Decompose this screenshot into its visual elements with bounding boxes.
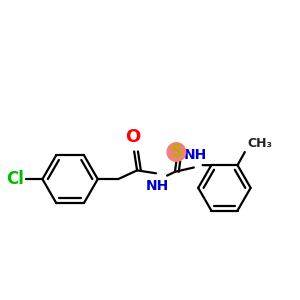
Circle shape [167,143,186,161]
Text: CH₃: CH₃ [247,137,272,150]
Text: NH: NH [146,178,169,193]
Text: S: S [170,143,182,161]
Text: O: O [125,128,140,146]
Text: NH: NH [184,148,207,162]
Text: Cl: Cl [6,170,23,188]
